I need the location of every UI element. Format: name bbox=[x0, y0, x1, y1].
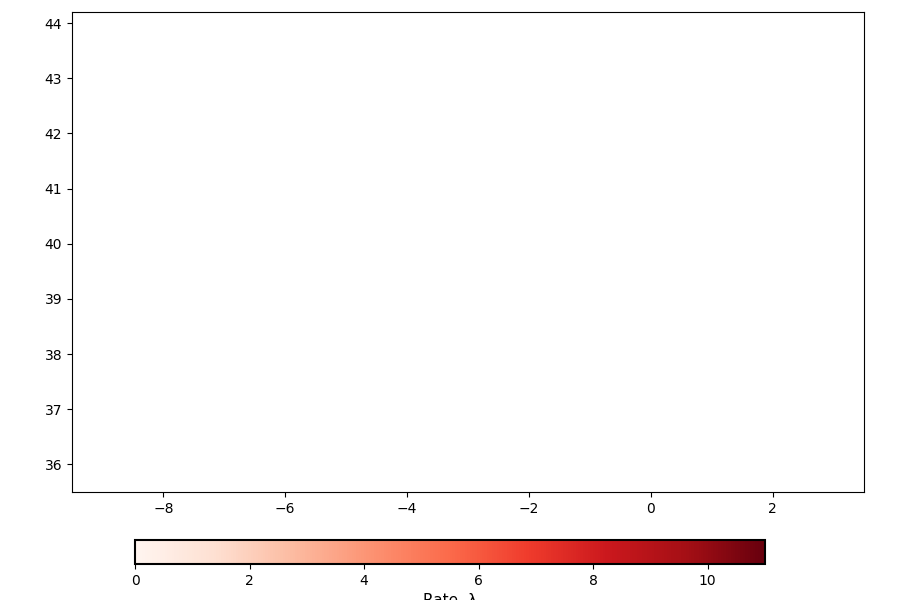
X-axis label: Rate, λ: Rate, λ bbox=[423, 593, 477, 600]
